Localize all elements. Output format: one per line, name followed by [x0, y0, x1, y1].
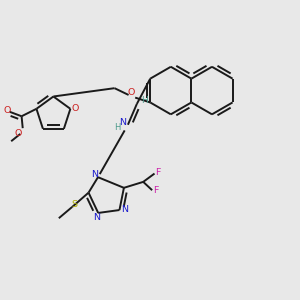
Text: O: O [3, 106, 10, 115]
Text: N: N [92, 170, 98, 179]
Text: N: N [121, 205, 128, 214]
Text: F: F [153, 186, 158, 195]
Text: H: H [141, 96, 148, 105]
Text: S: S [72, 200, 78, 209]
Text: N: N [93, 213, 100, 222]
Text: H: H [114, 123, 121, 132]
Text: O: O [127, 88, 135, 98]
Text: N: N [119, 118, 126, 127]
Text: O: O [71, 104, 79, 113]
Text: O: O [15, 129, 22, 138]
Text: F: F [155, 169, 161, 178]
